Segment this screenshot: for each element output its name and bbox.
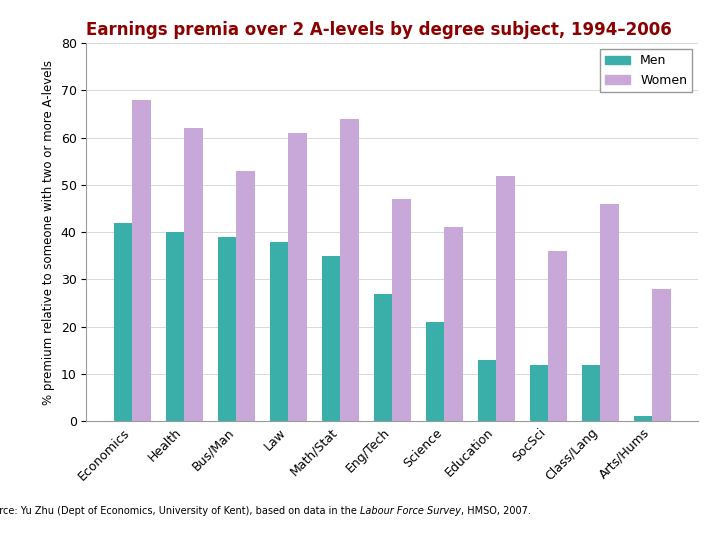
Bar — [426, 322, 444, 421]
Bar — [600, 204, 618, 421]
Bar — [289, 133, 307, 421]
Bar — [341, 119, 359, 421]
Text: Source: Yu Zhu (Dept of Economics, University of Kent), based on data in the: Source: Yu Zhu (Dept of Economics, Unive… — [0, 505, 360, 516]
Text: , HMSO, 2007.: , HMSO, 2007. — [461, 505, 531, 516]
Bar — [582, 364, 600, 421]
Bar — [444, 227, 462, 421]
Bar — [496, 176, 515, 421]
Bar — [374, 294, 392, 421]
Bar — [634, 416, 652, 421]
Bar — [184, 128, 202, 421]
Bar — [236, 171, 255, 421]
Bar — [530, 364, 549, 421]
Legend: Men, Women: Men, Women — [600, 50, 692, 92]
Bar — [114, 222, 132, 421]
Bar — [218, 237, 236, 421]
Bar — [478, 360, 496, 421]
Text: Labour Force Survey: Labour Force Survey — [360, 505, 461, 516]
Bar — [652, 289, 670, 421]
Bar — [323, 256, 341, 421]
Bar — [132, 100, 150, 421]
Bar — [166, 232, 184, 421]
Bar — [392, 199, 410, 421]
Bar — [270, 241, 289, 421]
Y-axis label: % premium relative to someone with two or more A-levels: % premium relative to someone with two o… — [42, 60, 55, 404]
Text: Earnings premia over 2 A-levels by degree subject, 1994–2006: Earnings premia over 2 A-levels by degre… — [86, 21, 672, 39]
Bar — [549, 251, 567, 421]
